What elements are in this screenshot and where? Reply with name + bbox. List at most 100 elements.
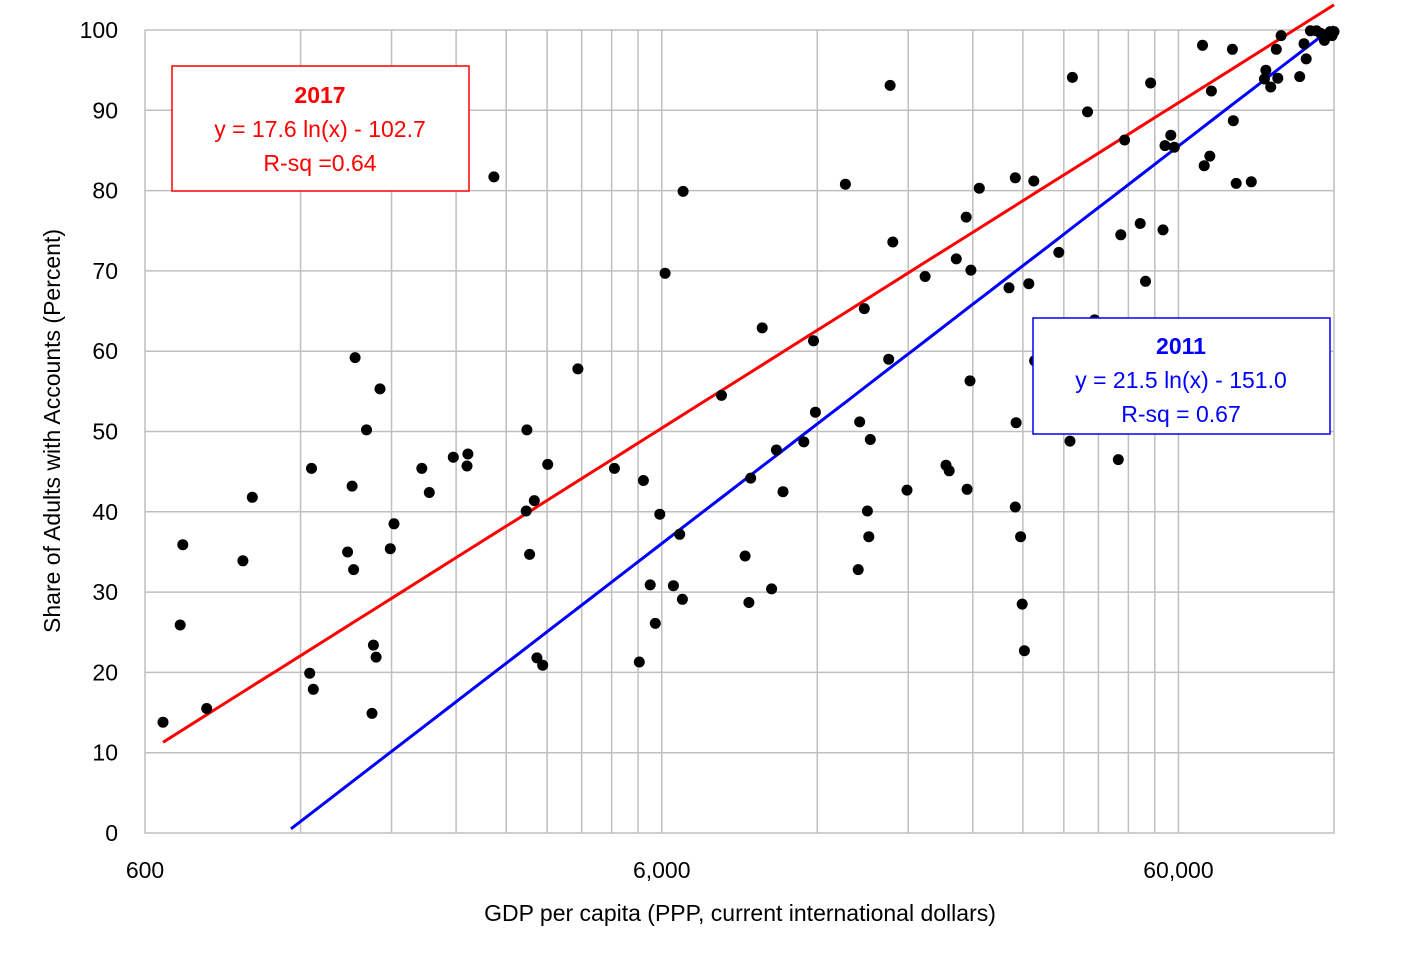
data-point	[854, 416, 866, 428]
y-tick-label: 70	[92, 258, 118, 284]
y-tick-label: 100	[80, 17, 118, 43]
data-point	[174, 619, 186, 631]
y-tick-label: 80	[92, 178, 118, 204]
data-point	[858, 303, 870, 315]
data-point	[1265, 81, 1277, 93]
data-point	[306, 462, 317, 474]
data-point	[667, 580, 679, 592]
data-point	[342, 546, 354, 558]
data-point	[960, 211, 972, 223]
data-point	[1003, 282, 1015, 294]
x-tick-label: 6,000	[633, 857, 691, 883]
data-point	[1275, 30, 1287, 42]
data-point	[1300, 53, 1312, 65]
data-point	[1258, 73, 1270, 85]
data-point	[770, 444, 782, 456]
data-point	[1016, 598, 1028, 610]
data-point	[307, 683, 319, 695]
x-axis-title: GDP per capita (PPP, current internation…	[484, 900, 996, 926]
data-point	[388, 518, 400, 530]
data-point	[1168, 141, 1180, 153]
data-point	[950, 253, 962, 265]
data-point	[961, 483, 973, 495]
legend-2011-rsq: R-sq = 0.67	[1121, 401, 1241, 427]
data-point	[973, 182, 985, 194]
y-tick-label: 60	[92, 338, 118, 364]
y-tick-label: 40	[92, 499, 118, 525]
data-point	[1023, 278, 1035, 290]
data-point	[884, 79, 896, 91]
data-point	[716, 389, 727, 401]
data-point	[852, 564, 864, 576]
data-point	[1119, 134, 1131, 146]
data-point	[1082, 106, 1093, 118]
data-point	[1298, 38, 1310, 50]
data-point	[1272, 72, 1284, 84]
data-point	[1294, 71, 1306, 83]
legend-2017-rsq: R-sq =0.64	[263, 150, 376, 176]
data-point	[348, 564, 360, 576]
data-point	[1064, 435, 1076, 447]
data-point	[1009, 501, 1021, 513]
fit-line-2017	[162, 3, 1335, 744]
data-point	[201, 703, 213, 714]
data-point	[808, 335, 819, 347]
data-point	[1226, 43, 1238, 55]
data-point	[524, 548, 536, 560]
data-point	[965, 264, 977, 276]
data-point	[1230, 177, 1242, 189]
data-point	[809, 406, 821, 418]
data-point	[901, 484, 913, 496]
data-point	[1015, 531, 1027, 543]
data-point	[766, 583, 778, 595]
data-point	[246, 491, 258, 503]
data-point	[349, 352, 361, 364]
data-point	[633, 656, 645, 668]
data-point	[1140, 275, 1151, 287]
legend-2011-year: 2011	[1156, 333, 1206, 359]
data-point	[1165, 129, 1177, 141]
data-points	[157, 25, 1340, 728]
y-tick-label: 20	[92, 659, 118, 685]
data-point	[1260, 64, 1272, 76]
data-point	[1018, 645, 1030, 657]
legend-2017-box: 2017 y = 17.6 ln(x) - 102.7 R-sq =0.64	[171, 65, 470, 192]
data-point	[883, 353, 895, 365]
y-tick-label: 30	[92, 579, 118, 605]
data-point	[1053, 246, 1065, 258]
data-point	[370, 651, 382, 663]
data-point	[1134, 218, 1146, 229]
data-point	[1205, 85, 1217, 97]
data-point	[177, 539, 189, 551]
y-tick-label: 10	[92, 740, 118, 766]
data-point	[537, 659, 549, 671]
data-point	[1028, 175, 1040, 187]
data-point	[798, 436, 810, 448]
legend-2011-equation: y = 21.5 ln(x) - 151.0	[1075, 367, 1287, 393]
data-point	[157, 716, 169, 728]
y-tick-label: 90	[92, 97, 118, 123]
data-point	[1066, 71, 1078, 83]
data-point	[488, 171, 500, 183]
data-point	[887, 236, 899, 248]
data-point	[416, 462, 428, 474]
fit-lines	[162, 3, 1335, 830]
data-point	[521, 424, 533, 436]
data-point	[384, 543, 396, 555]
data-point	[361, 424, 372, 436]
data-point	[674, 528, 686, 540]
x-tick-label: 600	[126, 857, 164, 883]
legend-2017-year: 2017	[294, 82, 345, 108]
data-point	[461, 460, 473, 472]
data-point	[654, 508, 666, 520]
data-point	[1245, 176, 1257, 188]
data-point	[1157, 224, 1169, 236]
data-point	[447, 451, 459, 463]
data-point	[743, 597, 755, 608]
y-tick-labels: 0 10 20 30 40 50 60 70 80 90 100	[80, 17, 118, 846]
data-point	[1009, 172, 1021, 184]
data-point	[1112, 454, 1124, 466]
x-tick-label: 60,000	[1143, 857, 1213, 883]
data-point	[777, 486, 789, 498]
data-point	[1198, 160, 1210, 172]
